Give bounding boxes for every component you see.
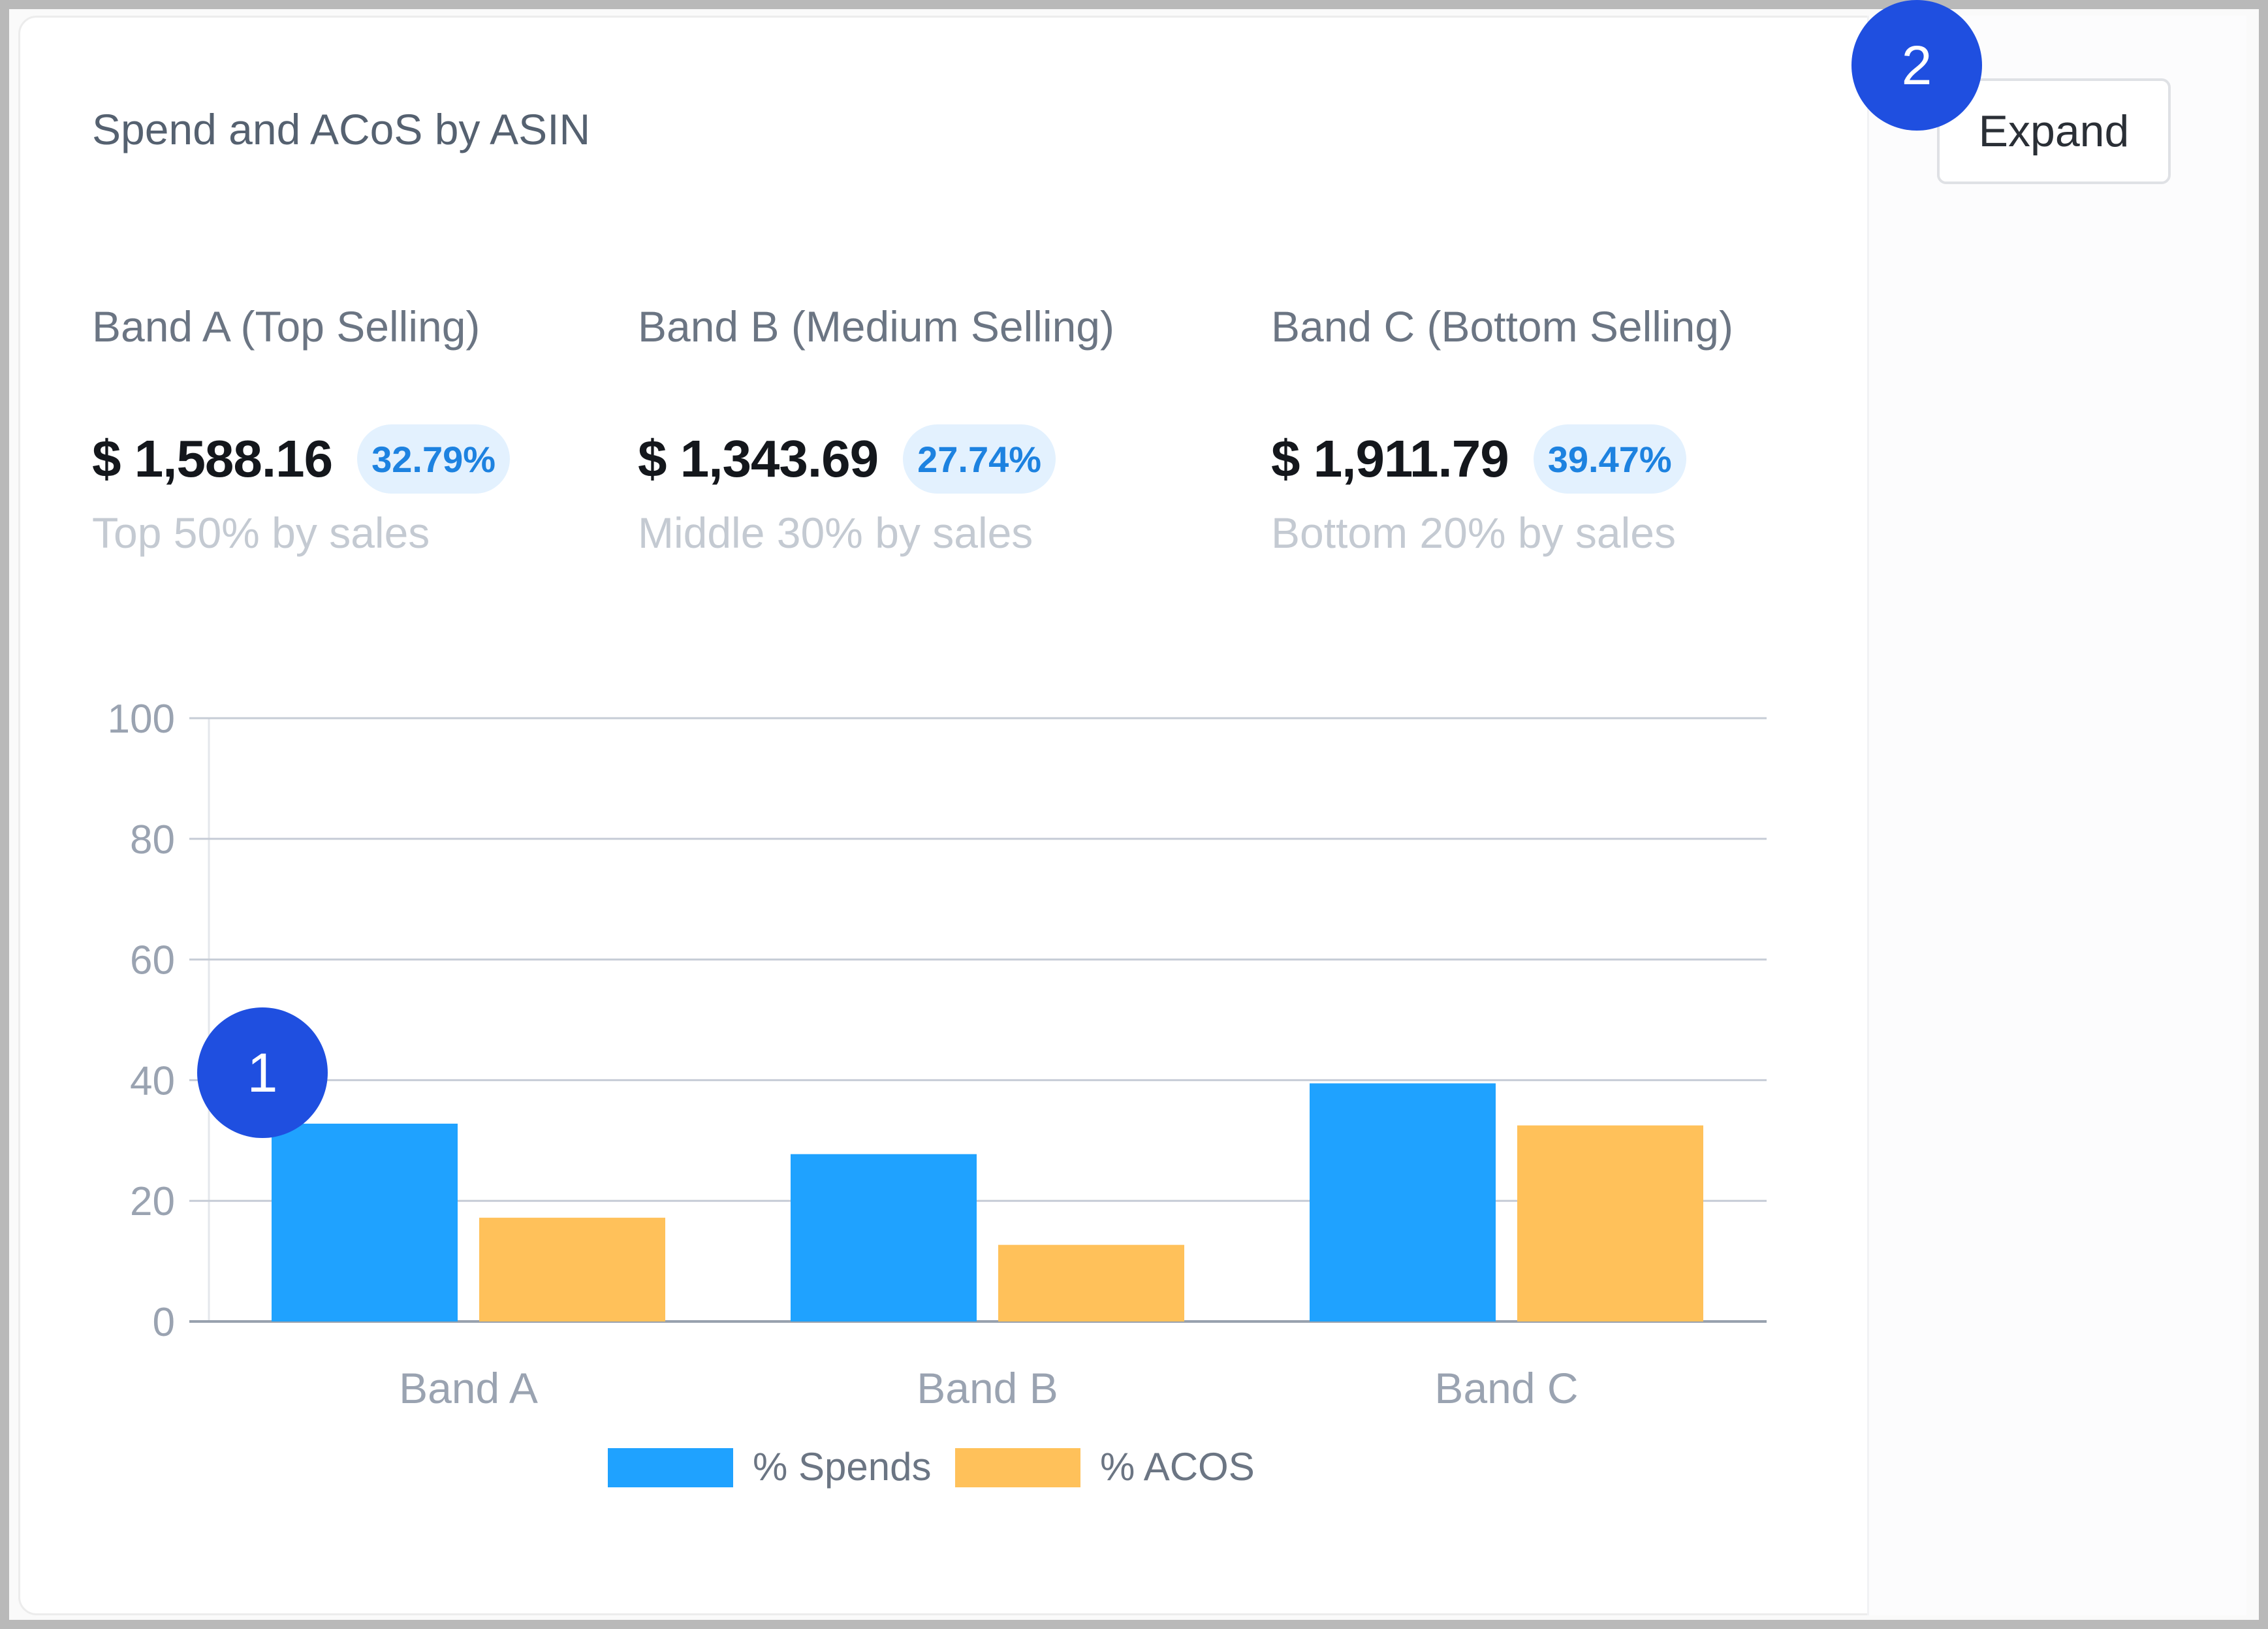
band-share-badge: 27.74% xyxy=(903,424,1056,494)
card-side-pane xyxy=(1867,16,2246,1615)
bar-spends-band-a xyxy=(272,1124,458,1321)
card-title: Spend and ACoS by ASIN xyxy=(92,105,591,153)
legend-label: % Spends xyxy=(753,1445,932,1489)
band-a-summary: Band A (Top Selling) $ 1,588.16 32.79% T… xyxy=(92,302,511,558)
y-tick-label: 20 xyxy=(130,1179,175,1224)
y-tick-label: 60 xyxy=(130,938,175,983)
band-c-summary: Band C (Bottom Selling) $ 1,911.79 39.47… xyxy=(1271,302,1733,558)
band-amount: $ 1,343.69 xyxy=(638,430,879,488)
x-tick-label: Band B xyxy=(917,1364,1058,1412)
bar-acos-band-c xyxy=(1517,1125,1703,1321)
band-title: Band B (Medium Selling) xyxy=(638,302,1114,351)
bar-acos-band-b xyxy=(998,1244,1184,1321)
band-subtitle: Middle 30% by sales xyxy=(638,509,1033,557)
x-tick-label: Band C xyxy=(1434,1364,1578,1412)
x-tick-label: Band A xyxy=(399,1364,538,1412)
bar-spends-band-c xyxy=(1310,1083,1496,1321)
legend-label: % ACOS xyxy=(1100,1445,1255,1489)
expand-button[interactable]: Expand xyxy=(1937,78,2171,184)
band-subtitle: Top 50% by sales xyxy=(92,509,430,557)
callout-marker-2: 2 xyxy=(1851,0,1982,131)
band-b-summary: Band B (Medium Selling) $ 1,343.69 27.74… xyxy=(638,302,1114,558)
band-title: Band C (Bottom Selling) xyxy=(1271,302,1733,351)
band-subtitle: Bottom 20% by sales xyxy=(1271,509,1676,557)
bar-acos-band-a xyxy=(479,1218,665,1321)
bar-spends-band-b xyxy=(791,1154,977,1321)
band-share-badge: 39.47% xyxy=(1533,424,1686,494)
y-tick-label: 0 xyxy=(153,1300,175,1345)
legend-swatch xyxy=(608,1448,733,1487)
band-amount: $ 1,588.16 xyxy=(92,430,333,488)
y-tick-label: 40 xyxy=(130,1058,175,1103)
band-title: Band A (Top Selling) xyxy=(92,302,480,351)
y-tick-label: 100 xyxy=(108,697,175,742)
band-share-badge: 32.79% xyxy=(357,424,511,494)
callout-marker-1: 1 xyxy=(197,1007,328,1138)
band-amount: $ 1,911.79 xyxy=(1271,430,1509,488)
legend-swatch xyxy=(955,1448,1080,1487)
y-tick-label: 80 xyxy=(130,817,175,862)
